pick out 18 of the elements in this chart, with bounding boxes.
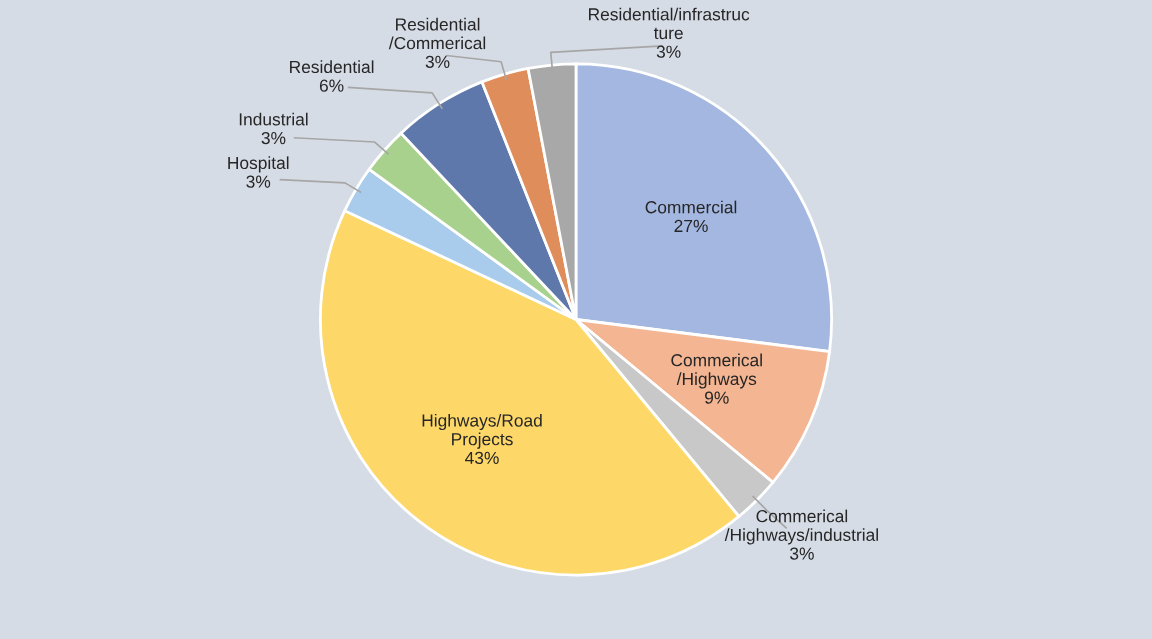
slice-label: Residential/infrastruc ture xyxy=(589,7,750,40)
slice-label: Industrial xyxy=(239,112,308,126)
slice-label: Commerical /Highways/industrial xyxy=(724,509,878,545)
data-label: 6% xyxy=(319,79,344,92)
slice-label: Hospital xyxy=(228,156,289,173)
data-label: 3% xyxy=(425,55,450,68)
data-label: 27% xyxy=(674,219,708,233)
slice-label: Commerical /Highways xyxy=(671,353,762,389)
data-label: 3% xyxy=(790,547,814,560)
slice-label: Commercial xyxy=(645,200,737,214)
slice-label: Highways/Road Projects xyxy=(422,413,542,449)
data-label: 3% xyxy=(261,131,286,145)
data-label: 3% xyxy=(246,175,271,188)
data-label: 3% xyxy=(656,45,681,58)
slice-label: Residential xyxy=(290,60,374,74)
data-label: 9% xyxy=(705,391,729,404)
slice-label: Residential /Commerical xyxy=(388,17,486,50)
data-label: 43% xyxy=(465,451,499,465)
